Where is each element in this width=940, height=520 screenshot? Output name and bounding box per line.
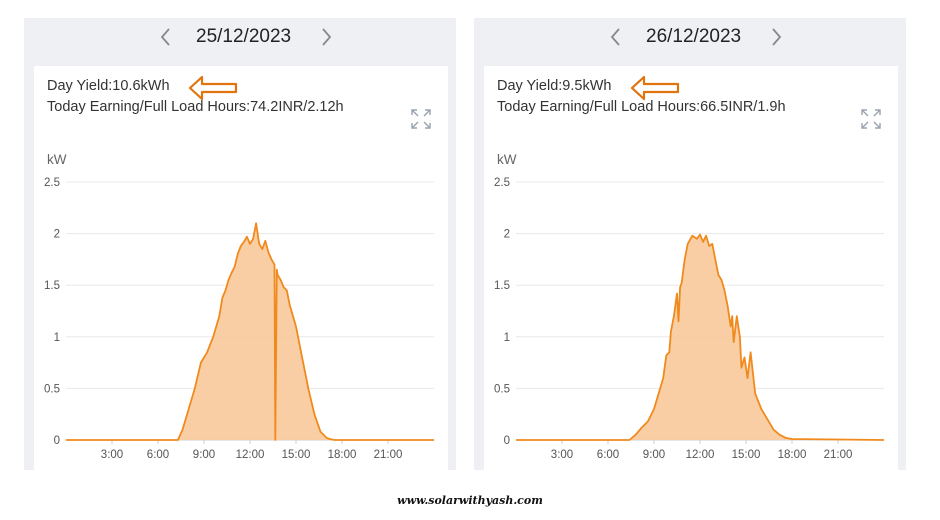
hand-drawn-arrow-annotation [630,75,680,101]
y-tick-label: 0 [54,435,60,447]
y-tick-label: 2 [504,229,510,241]
day-panel-2: 26/12/2023 Day Yield:9.5kWh Today Earnin… [474,18,906,470]
day-yield-text: Day Yield:10.6kWh [47,78,170,94]
x-tick-label: 15:00 [282,449,311,461]
x-tick-label: 6:00 [597,449,619,461]
chevron-right-icon[interactable] [766,26,786,48]
power-series-line [516,233,885,441]
y-tick-label: 1 [54,332,60,344]
x-tick-label: 3:00 [551,449,573,461]
power-series-line [66,222,434,441]
x-tick-label: 18:00 [328,449,357,461]
y-tick-label: 1.5 [44,280,60,292]
y-tick-label: 1.5 [494,280,510,292]
hand-drawn-arrow-annotation [188,75,238,101]
x-tick-label: 15:00 [732,449,761,461]
day-panel-1: 25/12/2023 Day Yield:10.6kWh Today Earni… [24,18,456,470]
chevron-right-icon[interactable] [316,26,336,48]
chart-card: Day Yield:10.6kWh Today Earning/Full Loa… [34,66,448,470]
y-tick-label: 2.5 [44,177,60,189]
y-tick-label: 0.5 [494,383,510,395]
x-tick-label: 21:00 [374,449,403,461]
y-unit-label: kW [47,152,67,167]
y-tick-label: 1 [504,332,510,344]
x-tick-label: 12:00 [686,449,715,461]
date-label: 26/12/2023 [646,26,742,47]
x-tick-label: 21:00 [824,449,853,461]
x-tick-label: 9:00 [643,449,665,461]
earning-text: Today Earning/Full Load Hours:74.2INR/2.… [47,99,344,115]
watermark-text: www.solarwithyash.com [397,494,543,507]
day-yield-text: Day Yield:9.5kWh [497,78,612,94]
x-tick-label: 18:00 [778,449,807,461]
power-area-chart: 0 0.5 1 1.5 2 2.5 3:00 6:00 9:00 12:00 15:00 18:00 2… [494,177,885,461]
chevron-left-icon[interactable] [156,26,176,48]
x-tick-label: 9:00 [193,449,215,461]
earning-text: Today Earning/Full Load Hours:66.5INR/1.… [497,99,786,115]
power-area-fill [516,234,884,440]
y-unit-label: kW [497,152,517,167]
x-tick-label: 3:00 [101,449,123,461]
chart-card: Day Yield:9.5kWh Today Earning/Full Load… [484,66,898,470]
power-area-chart: 0 0.5 1 1.5 2 2.5 3:00 6:00 9:00 12:00 15:00 18:00 2… [44,177,434,461]
x-tick-label: 6:00 [147,449,169,461]
date-label: 25/12/2023 [196,26,292,47]
date-navigator: 25/12/2023 [24,18,456,58]
expand-icon[interactable] [410,108,432,130]
expand-icon[interactable] [860,108,882,130]
date-navigator: 26/12/2023 [474,18,906,58]
y-tick-label: 0.5 [44,383,60,395]
y-tick-label: 2 [54,229,60,241]
y-tick-label: 0 [504,435,510,447]
power-area-fill [66,223,434,440]
y-tick-label: 2.5 [494,177,510,189]
chevron-left-icon[interactable] [606,26,626,48]
x-tick-label: 12:00 [236,449,265,461]
